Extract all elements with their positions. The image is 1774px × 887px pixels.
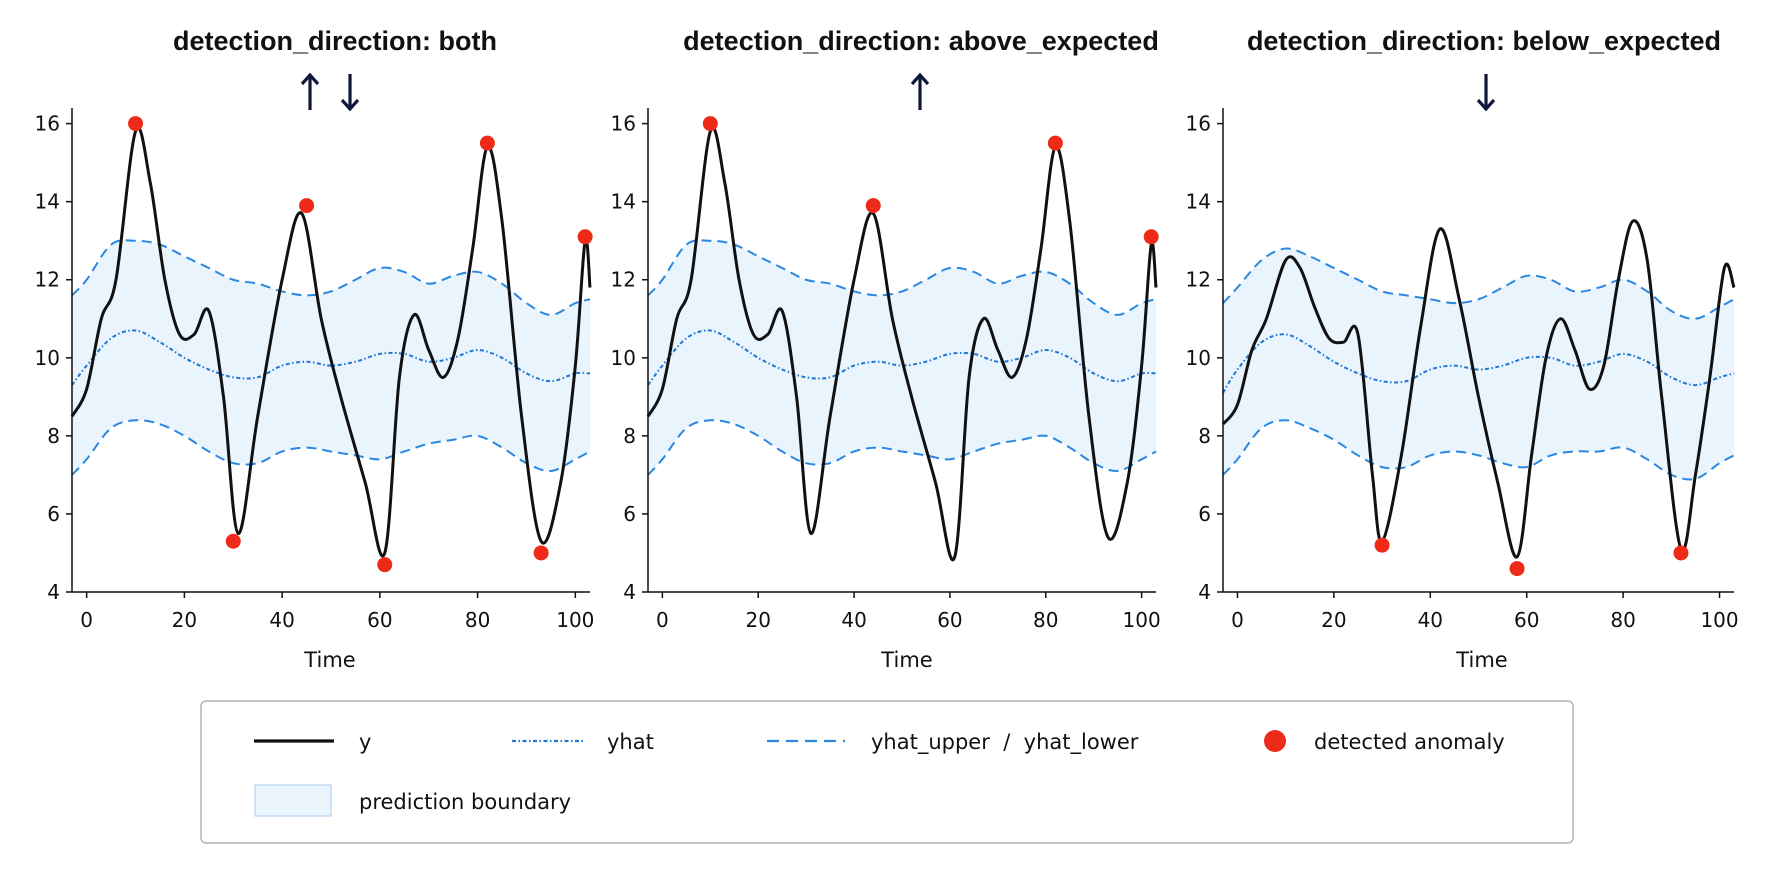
legend-label: prediction boundary (359, 790, 571, 814)
y-tick-label: 10 (35, 346, 60, 370)
yhat-line (647, 329, 1157, 386)
y-line (70, 126, 592, 558)
prediction-boundary-band (1223, 248, 1734, 480)
anomaly-point (1143, 229, 1159, 245)
y-tick-label: 12 (1186, 268, 1211, 292)
legend-item-band: prediction boundary (254, 784, 571, 817)
legend-item-yhat: yhat (512, 730, 654, 754)
y-tick-label: 4 (1198, 580, 1211, 604)
x-tick-label: 100 (1123, 608, 1161, 632)
y-tick-label: 8 (47, 424, 60, 448)
down-arrow-icon (340, 74, 360, 112)
anomaly-point (1374, 537, 1390, 553)
x-tick-label: 100 (556, 608, 594, 632)
x-tick-label: 40 (841, 608, 866, 632)
x-tick-label: 100 (1700, 608, 1738, 632)
x-tick-label: 0 (80, 608, 93, 632)
x-tick-label: 40 (1418, 608, 1443, 632)
y-line (1221, 219, 1736, 559)
x-tick-label: 20 (172, 608, 197, 632)
anomaly-point (702, 116, 718, 132)
x-axis-title: Time (1455, 648, 1507, 672)
anomaly-point (225, 533, 241, 549)
x-tick-label: 80 (465, 608, 490, 632)
y-line (646, 126, 1158, 562)
y-tick-label: 6 (1198, 502, 1211, 526)
yhat-upper-line (1222, 247, 1735, 320)
down-arrow-icon (1476, 74, 1496, 112)
yhat-lower-line (647, 419, 1157, 476)
anomaly-point (533, 545, 549, 561)
legend: y yhat yhat_upper / yhat_lower detected … (200, 700, 1574, 844)
x-tick-label: 0 (1231, 608, 1244, 632)
chart-panel-below-expected: detection_direction: below_expected 4 6 8 1… (1186, 26, 1739, 672)
y-tick-label: 8 (1198, 424, 1211, 448)
x-tick-label: 40 (269, 608, 294, 632)
legend-label: y (359, 730, 371, 754)
x-axis-title: Time (303, 648, 355, 672)
panel-title: detection_direction: both (173, 26, 497, 56)
yhat-line (1222, 333, 1735, 394)
x-axis-title: Time (880, 648, 932, 672)
panel-title: detection_direction: above_expected (683, 26, 1159, 56)
up-arrow-icon (300, 72, 320, 110)
anomaly-point (128, 116, 144, 132)
up-arrow-icon (910, 72, 930, 110)
legend-frame (200, 700, 1574, 844)
x-tick-label: 20 (745, 608, 770, 632)
x-tick-label: 60 (937, 608, 962, 632)
x-tick-label: 80 (1033, 608, 1058, 632)
y-tick-label: 14 (611, 190, 636, 214)
y-tick-label: 14 (35, 190, 60, 214)
plot-area: 4 6 8 10 12 14 16 0 20 40 60 80 100 (1186, 108, 1739, 632)
anomaly-point (1509, 561, 1525, 577)
anomaly-point (1673, 545, 1689, 561)
y-tick-label: 4 (623, 580, 636, 604)
yhat-lower-line (1222, 419, 1735, 481)
x-tick-label: 60 (367, 608, 392, 632)
anomaly-point (1047, 135, 1063, 151)
y-tick-label: 12 (611, 268, 636, 292)
y-tick-label: 10 (1186, 346, 1211, 370)
x-tick-label: 80 (1610, 608, 1635, 632)
legend-label: yhat (607, 730, 654, 754)
legend-label: detected anomaly (1314, 730, 1505, 754)
anomaly-point (577, 229, 593, 245)
y-tick-label: 6 (47, 502, 60, 526)
y-tick-label: 16 (35, 112, 60, 136)
y-tick-label: 16 (1186, 112, 1211, 136)
plot-area: 4 6 8 10 12 14 16 0 20 40 60 80 100 (611, 108, 1161, 632)
yhat-lower-line (71, 419, 591, 476)
legend-item-bounds: yhat_upper / yhat_lower (767, 730, 1139, 755)
x-tick-label: 20 (1321, 608, 1346, 632)
y-tick-label: 12 (35, 268, 60, 292)
y-tick-label: 16 (611, 112, 636, 136)
y-tick-label: 8 (623, 424, 636, 448)
legend-item-anomaly: detected anomaly (1264, 730, 1505, 754)
x-tick-label: 0 (656, 608, 669, 632)
y-tick-label: 10 (611, 346, 636, 370)
chart-panel-above-expected: detection_direction: above_expected 4 6 8 1… (611, 26, 1161, 672)
anomaly-point (479, 135, 495, 151)
y-tick-label: 4 (47, 580, 60, 604)
panel-title: detection_direction: below_expected (1247, 26, 1721, 56)
y-tick-label: 14 (1186, 190, 1211, 214)
anomaly-point (377, 557, 393, 573)
anomaly-point (865, 198, 881, 214)
legend-swatch-band (254, 784, 332, 817)
legend-label: yhat_upper / yhat_lower (871, 730, 1139, 755)
x-tick-label: 60 (1514, 608, 1539, 632)
legend-item-y: y (254, 730, 371, 754)
anomaly-point (299, 198, 315, 214)
chart-panel-both: detection_direction: both 4 6 8 10 12 14 16 0 20… (35, 26, 595, 672)
y-tick-label: 6 (623, 502, 636, 526)
legend-swatch-anomaly (1264, 730, 1286, 752)
plot-area: 4 6 8 10 12 14 16 0 20 40 60 80 100 (35, 108, 594, 632)
